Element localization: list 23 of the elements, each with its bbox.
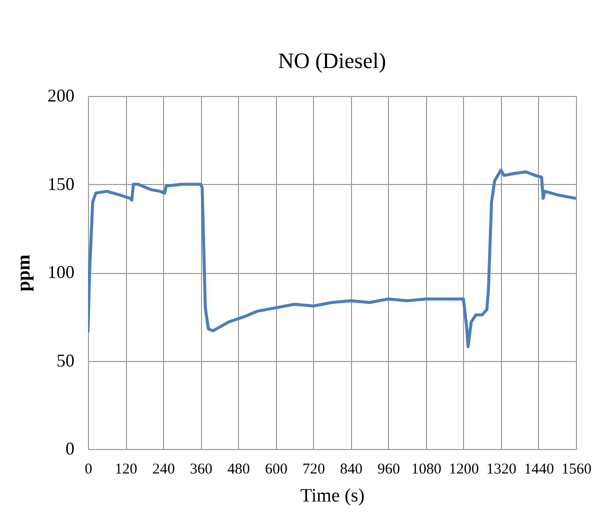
y-tick-label: 100 — [48, 262, 74, 282]
x-tick-label: 1560 — [562, 462, 592, 478]
y-tick-label: 150 — [48, 174, 74, 194]
x-tick-label: 240 — [152, 462, 175, 478]
y-tick-label: 50 — [56, 350, 74, 370]
x-tick-label: 1440 — [524, 462, 554, 478]
x-tick-label: 1200 — [448, 462, 479, 478]
x-tick-label: 1080 — [411, 462, 442, 478]
x-tick-label: 1320 — [486, 462, 516, 478]
y-axis-title: ppm — [14, 254, 34, 292]
x-tick-label: 960 — [378, 462, 400, 478]
x-tick-label: 600 — [264, 462, 288, 478]
x-tick-label: 720 — [302, 462, 325, 478]
y-tick-label: 0 — [66, 438, 74, 458]
x-tick-label: 360 — [190, 462, 212, 478]
x-tick-label: 120 — [114, 462, 138, 478]
x-axis-title: Time (s) — [300, 486, 365, 506]
x-tick-label: 0 — [84, 462, 92, 478]
chart-title: NO (Diesel) — [278, 48, 386, 73]
x-tick-label: 480 — [227, 462, 250, 478]
y-tick-label: 200 — [48, 86, 74, 106]
x-tick-label: 840 — [340, 462, 363, 478]
line-series — [88, 168, 576, 348]
